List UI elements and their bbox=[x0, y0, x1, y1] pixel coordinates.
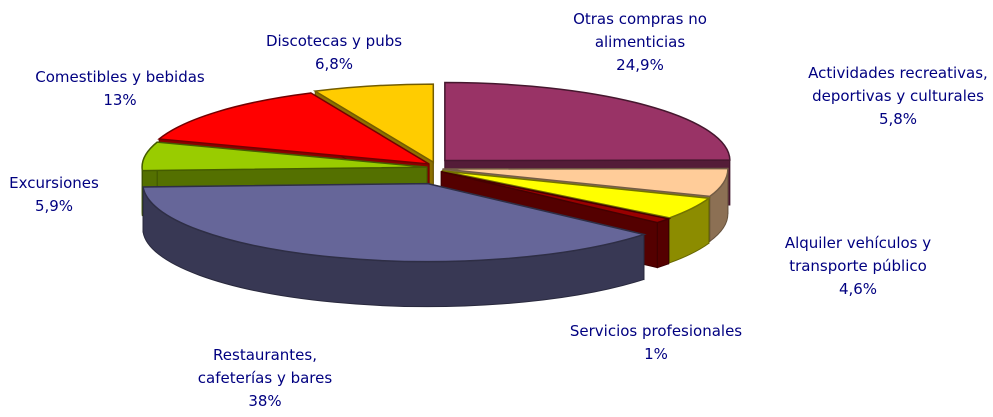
category-name: Servicios profesionales bbox=[569, 322, 743, 340]
value-label: 4,6% bbox=[838, 280, 878, 298]
slice-label: Restaurantes, cafeterías y bares 38% bbox=[180, 344, 350, 413]
category-name: Comestibles y bebidas bbox=[35, 68, 205, 86]
slice bbox=[441, 170, 711, 219]
category-name: Actividades recreativas, deportivas y cu… bbox=[808, 64, 988, 105]
category-name: Alquiler vehículos y transporte público bbox=[784, 234, 932, 275]
slice bbox=[142, 182, 647, 263]
value-label: 6,8% bbox=[314, 55, 354, 73]
slice-label: Excursiones 5,9% bbox=[0, 172, 114, 218]
slice-label: Servicios profesionales 1% bbox=[531, 320, 781, 366]
slice bbox=[441, 171, 672, 224]
slice-label: Actividades recreativas, deportivas y cu… bbox=[803, 62, 993, 131]
slice-label: Alquiler vehículos y transporte público 4… bbox=[758, 232, 958, 301]
category-name: Otras compras no alimenticias bbox=[573, 10, 707, 51]
slice-label: Otras compras no alimenticias 24,9% bbox=[550, 8, 730, 77]
value-label: 13% bbox=[103, 91, 137, 109]
slice bbox=[312, 83, 435, 164]
slice-label: Comestibles y bebidas 13% bbox=[0, 66, 240, 112]
value-label: 24,9% bbox=[616, 56, 664, 74]
category-name: Discotecas y pubs bbox=[265, 32, 403, 50]
value-label: 38% bbox=[248, 392, 282, 410]
slice bbox=[444, 81, 731, 162]
value-label: 1% bbox=[644, 345, 668, 363]
slice-label: Discotecas y pubs 6,8% bbox=[234, 30, 434, 76]
slice-outer-side bbox=[656, 218, 670, 269]
slice bbox=[141, 141, 428, 172]
value-label: 5,9% bbox=[34, 197, 74, 215]
slice bbox=[157, 92, 430, 165]
category-name: Excursiones bbox=[9, 174, 99, 192]
slice bbox=[442, 167, 729, 198]
category-name: Restaurantes, cafeterías y bares bbox=[197, 346, 333, 387]
value-label: 5,8% bbox=[878, 110, 918, 128]
